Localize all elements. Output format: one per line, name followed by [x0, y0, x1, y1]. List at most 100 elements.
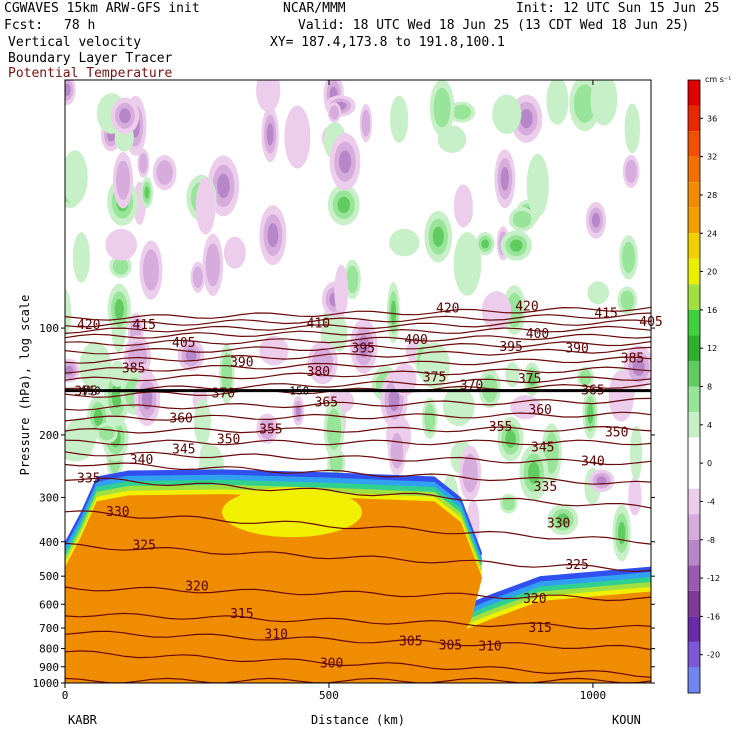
y-tick-label: 400 [39, 536, 59, 549]
updraft-cell [144, 186, 150, 199]
updraft-cell [573, 84, 596, 123]
updraft-cell [527, 461, 540, 485]
downdraft-cell [390, 432, 404, 469]
theta-contour-360 [65, 411, 651, 422]
contour-label-420: 420 [436, 301, 459, 316]
y-tick-label: 1000 [33, 677, 60, 690]
contour-label-360: 360 [528, 403, 551, 418]
bl-tracer-core [222, 487, 363, 538]
downdraft-cell [462, 453, 478, 493]
contour-label-310: 310 [264, 627, 287, 642]
downdraft-cell [334, 264, 349, 317]
downdraft-cell [519, 109, 533, 129]
theta-contours [65, 306, 651, 683]
contour-label-305: 305 [399, 635, 422, 650]
updraft-cell [620, 290, 635, 311]
updraft-cell [526, 153, 549, 218]
downdraft-cell [312, 347, 334, 378]
contour-label-385: 385 [122, 362, 145, 377]
colorbar-swatch [688, 437, 700, 464]
contour-label-325: 325 [132, 539, 155, 554]
updraft-cell [587, 403, 594, 425]
contour-label-405: 405 [172, 336, 195, 351]
model-title: CGWAVES 15km ARW-GFS init [4, 1, 200, 16]
theta-contour-415 [65, 312, 651, 328]
theta-contour-300 [65, 677, 651, 683]
contour-label-420: 420 [515, 300, 538, 315]
colorbar-tick-label: -12 [707, 574, 720, 583]
theta-contour-370 [65, 383, 651, 398]
colorbar-tick-label: 20 [707, 268, 717, 277]
contour-label-390: 390 [230, 355, 253, 370]
y-tick-label: 300 [39, 491, 59, 504]
updraft-cell [590, 80, 618, 126]
colorbar-tick-label: 4 [707, 421, 712, 430]
contour-label-355: 355 [259, 422, 282, 437]
org-label: NCAR/MMM [283, 1, 346, 16]
colorbar-tick-label: 0 [707, 459, 712, 468]
theta-contour-385 [65, 356, 651, 374]
colorbar-swatch [688, 309, 700, 336]
colorbar-swatch [688, 565, 700, 591]
updraft-cell [453, 232, 482, 296]
contour-label-365: 365 [581, 384, 604, 399]
theta-contour-325 [65, 542, 651, 573]
updraft-cell [332, 315, 348, 352]
contour-label-370: 370 [212, 387, 235, 402]
colorbar-swatch [688, 488, 700, 515]
colorbar-swatch [688, 207, 700, 234]
colorbar-swatch [688, 514, 700, 540]
contour-label-345: 345 [172, 443, 195, 458]
theta-contour-310 [65, 630, 651, 651]
downdraft-cell [156, 160, 173, 185]
theta-contour-320 [65, 586, 651, 602]
theta-contour-355 [65, 425, 651, 434]
downdraft-cell [295, 404, 301, 417]
colorbar-tick-label: 36 [707, 114, 717, 123]
theta-contour-305 [65, 650, 651, 678]
updraft-cell [432, 226, 444, 247]
colorbar-tick-label: -16 [707, 612, 720, 621]
colorbar-tick-label: -4 [707, 497, 715, 506]
contour-label-330: 330 [106, 505, 129, 520]
left-endpoint-label: KABR [68, 713, 98, 727]
contour-label-320: 320 [185, 580, 208, 595]
updraft-cell [424, 403, 436, 433]
downdraft-cell [625, 159, 637, 184]
updraft-cell [621, 241, 636, 273]
downdraft-cell [116, 160, 131, 200]
colorbar-swatch [688, 80, 700, 106]
downdraft-cell [632, 358, 645, 376]
colorbar-tick-label: 16 [707, 306, 717, 315]
contour-label-340: 340 [130, 453, 153, 468]
downdraft-cell [284, 105, 311, 169]
updraft-cell [65, 417, 97, 458]
updraft-cell [546, 80, 569, 125]
y-tick-label: 200 [39, 429, 59, 442]
downdraft-cell [596, 476, 607, 486]
axes: 0 500 1000 100 200 300 400 500 600 700 800 900 1000 [33, 80, 655, 702]
updraft-cell [72, 232, 90, 283]
colorbar-swatch [688, 616, 700, 642]
updraft-cell [337, 196, 351, 213]
theta-contour-340 [65, 462, 651, 485]
downdraft-cell [217, 173, 230, 199]
contour-label-415: 415 [132, 318, 155, 333]
colorbar-swatch [688, 284, 700, 310]
xy-coordinates: XY= 187.4,173.8 to 191.8,100.1 [270, 35, 505, 50]
downdraft-cell [192, 266, 203, 289]
colorbar-units: cm s⁻¹ [705, 75, 731, 84]
updraft-cell [556, 513, 570, 526]
y-tick-label: 700 [39, 622, 59, 635]
y-tick-label: 900 [39, 661, 59, 674]
tropopause-line: 150 150 [65, 385, 651, 398]
y-tick-label: 500 [39, 570, 59, 583]
downdraft-cell [65, 365, 74, 376]
updraft-cell [481, 239, 489, 249]
y-tick-label: 600 [39, 598, 59, 611]
downdraft-cell [142, 249, 159, 291]
updraft-cell [390, 300, 396, 325]
contour-label-415: 415 [594, 307, 617, 322]
colorbar-swatch [688, 258, 700, 285]
